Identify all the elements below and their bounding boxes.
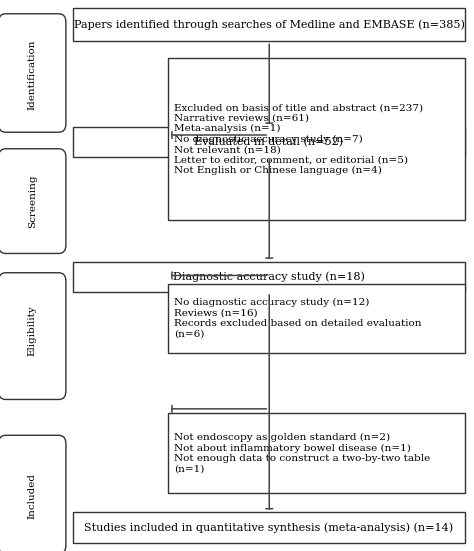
Text: No diagnostic accuracy study (n=12)
Reviews (n=16)
Records excluded based on det: No diagnostic accuracy study (n=12) Revi… <box>174 298 421 338</box>
Text: Evaluated in detail (n=52): Evaluated in detail (n=52) <box>194 137 344 147</box>
FancyBboxPatch shape <box>0 435 66 551</box>
Text: Studies included in quantitative synthesis (meta-analysis) (n=14): Studies included in quantitative synthes… <box>84 522 454 533</box>
Bar <box>73 512 465 543</box>
Text: Screening: Screening <box>28 174 36 228</box>
Bar <box>73 127 465 157</box>
FancyBboxPatch shape <box>0 14 66 132</box>
FancyBboxPatch shape <box>0 273 66 399</box>
Text: Identification: Identification <box>28 39 36 110</box>
Bar <box>73 8 465 41</box>
Text: Not endoscopy as golden standard (n=2)
Not about inflammatory bowel disease (n=1: Not endoscopy as golden standard (n=2) N… <box>174 433 430 473</box>
Text: Excluded on basis of title and abstract (n=237)
Narrative reviews (n=61)
Meta-an: Excluded on basis of title and abstract … <box>174 103 423 175</box>
FancyBboxPatch shape <box>0 149 66 253</box>
Text: Papers identified through searches of Medline and EMBASE (n=385): Papers identified through searches of Me… <box>73 19 465 30</box>
Bar <box>168 58 465 220</box>
Bar <box>73 262 465 292</box>
Bar <box>168 413 465 493</box>
Text: Diagnostic accuracy study (n=18): Diagnostic accuracy study (n=18) <box>173 272 365 282</box>
Text: Eligibility: Eligibility <box>28 305 36 356</box>
Text: Included: Included <box>28 473 36 519</box>
Bar <box>168 284 465 353</box>
